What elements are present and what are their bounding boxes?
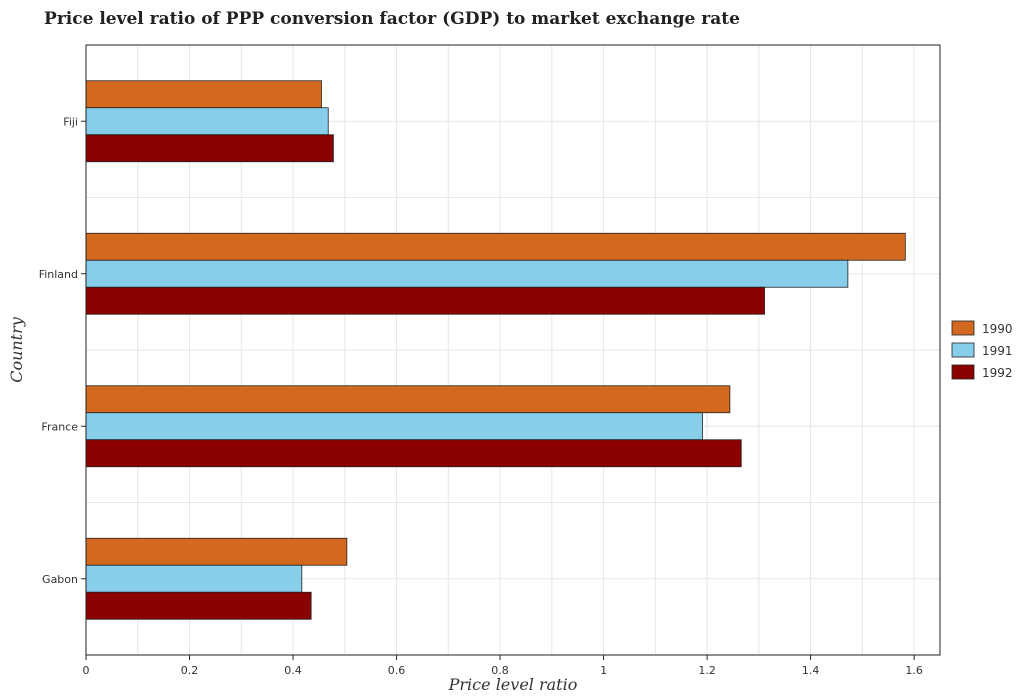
y-tick-label: Gabon [42,573,78,586]
x-axis-ticks: 0 0.2 0.4 0.6 0.8 1 1.2 1.4 1.6 [83,655,923,677]
chart-title: Price level ratio of PPP conversion fact… [44,9,740,29]
y-tick-label: Finland [39,268,78,281]
bar-france-1992 [85,439,742,468]
y-tick-label: France [41,420,78,433]
x-tick-label: 1.2 [698,664,716,677]
x-tick-label: 1.6 [905,664,923,677]
bar-gabon-1991 [85,564,303,593]
legend-label-1991: 1991 [982,344,1013,358]
legend-swatch-1991 [951,342,975,358]
legend-label-1992: 1992 [982,366,1013,380]
x-tick-label: 0.4 [284,664,302,677]
legend-label-1990: 1990 [982,322,1013,336]
bar-finland-1992 [85,286,765,315]
legend: 1990 1991 1992 [951,320,1013,380]
x-tick-label: 0.8 [491,664,509,677]
plot-frame [85,44,941,656]
bar-gabon-1990 [85,537,348,566]
y-axis-ticks: Fiji Finland France Gabon [39,115,86,586]
x-tick-label: 1 [600,664,607,677]
x-tick-label: 1.4 [802,664,820,677]
bar-france-1991 [85,412,703,441]
y-axis-label: Country [7,316,26,383]
bar-fiji-1990 [85,80,322,109]
bar-gabon-1992 [85,591,312,620]
legend-swatch-1992 [951,364,975,380]
bar-fiji-1992 [85,134,334,163]
bar-finland-1991 [85,259,849,288]
x-tick-label: 0.6 [388,664,406,677]
x-axis-label: Price level ratio [448,675,578,694]
legend-swatch-1990 [951,320,975,336]
y-tick-label: Fiji [63,115,78,128]
x-tick-label: 0 [83,664,90,677]
bar-finland-1990 [85,232,906,261]
bars [85,80,906,620]
bar-fiji-1991 [85,107,329,136]
bar-france-1990 [85,385,731,414]
x-tick-label: 0.2 [181,664,199,677]
